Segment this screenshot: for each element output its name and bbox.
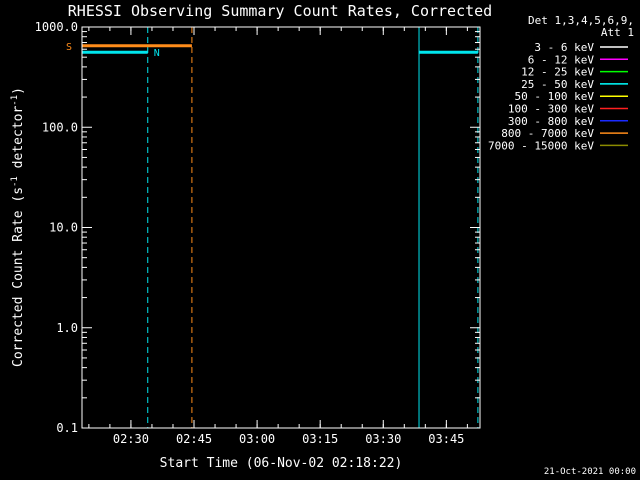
legend-label-3: 12 - 25 keV — [521, 66, 594, 79]
x-tick-label-6: 03:45 — [428, 432, 464, 446]
y-tick-label-4: 100.0 — [42, 120, 78, 134]
legend-label-5: 50 - 100 keV — [515, 90, 595, 103]
x-tick-label-4: 03:15 — [302, 432, 338, 446]
flag-label-n: N — [154, 48, 160, 59]
x-tick-label-3: 03:00 — [239, 432, 275, 446]
legend-label-9: 7000 - 15000 keV — [488, 139, 594, 152]
y-axis-label-sup-1: -1 — [10, 176, 20, 187]
legend-header-line-1: Det 1,3,4,5,6,9, — [528, 14, 634, 27]
footer-date: 21-Oct-2021 00:00 — [544, 467, 636, 477]
axes: 02:30 02:45 03:00 03:15 03:30 03:45 0.1 1.0 10.0… — [35, 20, 480, 446]
legend-label-7: 300 - 800 keV — [508, 115, 594, 128]
y-tick-label-5: 1000.0 — [35, 20, 78, 34]
y-axis-label-mid: detector — [11, 106, 26, 177]
y-tick-label-2: 1.0 — [56, 321, 78, 335]
x-tick-label-1: 02:30 — [113, 432, 149, 446]
legend-header-line-2: Att 1 — [601, 26, 634, 39]
legend-label-2: 6 - 12 keV — [528, 53, 595, 66]
y-tick-label-1: 0.1 — [56, 421, 78, 435]
legend-label-4: 25 - 50 keV — [521, 78, 594, 91]
y-axis-label: Corrected Count Rate (s-1 detector-1) — [10, 87, 26, 367]
y-axis-label-main: Corrected Count Rate (s — [11, 187, 26, 367]
y-axis-label-sup-2: -1 — [10, 95, 20, 106]
legend-label-1: 3 - 6 keV — [534, 41, 594, 54]
x-tick-label-5: 03:30 — [365, 432, 401, 446]
y-axis-label-end: ) — [11, 87, 26, 95]
x-tick-label-2: 02:45 — [176, 432, 212, 446]
y-tick-label-3: 10.0 — [49, 221, 78, 235]
legend-label-8: 800 - 7000 keV — [501, 127, 594, 140]
legend-label-6: 100 - 300 keV — [508, 103, 594, 116]
flag-label-s: S — [66, 42, 72, 53]
x-axis-label: Start Time (06-Nov-02 02:18:22) — [160, 456, 403, 471]
chart-title: RHESSI Observing Summary Count Rates, Co… — [68, 2, 492, 20]
